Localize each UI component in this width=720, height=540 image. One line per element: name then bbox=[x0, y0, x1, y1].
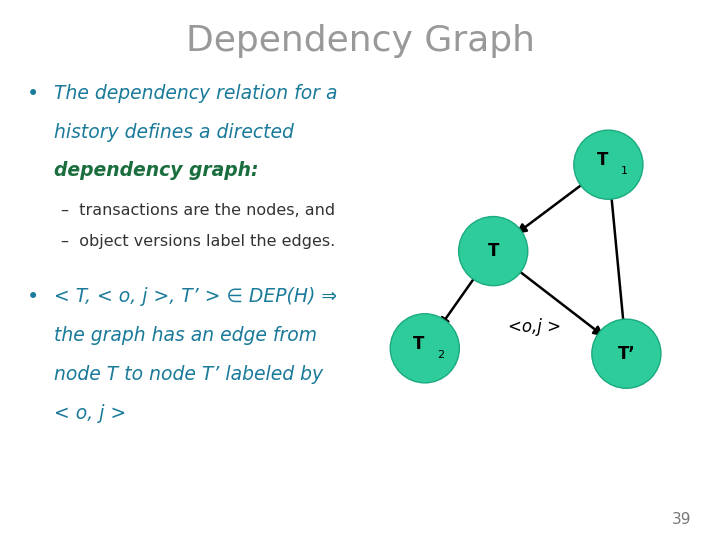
Ellipse shape bbox=[459, 217, 528, 286]
Text: 1: 1 bbox=[621, 166, 628, 176]
Text: < o, j >: < o, j > bbox=[54, 404, 126, 423]
Text: node T to node T’ labeled by: node T to node T’ labeled by bbox=[54, 365, 323, 384]
Text: •: • bbox=[27, 287, 40, 307]
Text: The dependency relation for a: The dependency relation for a bbox=[54, 84, 338, 103]
Text: the graph has an edge from: the graph has an edge from bbox=[54, 326, 317, 345]
Ellipse shape bbox=[574, 130, 643, 199]
Text: –  transactions are the nodes, and: – transactions are the nodes, and bbox=[61, 203, 336, 218]
Text: Dependency Graph: Dependency Graph bbox=[186, 24, 534, 58]
Text: history defines a directed: history defines a directed bbox=[54, 123, 294, 141]
Ellipse shape bbox=[390, 314, 459, 383]
Text: •: • bbox=[27, 84, 40, 104]
Text: < T, < o, j >, T’ > ∈ DEP(H) ⇒: < T, < o, j >, T’ > ∈ DEP(H) ⇒ bbox=[54, 287, 337, 306]
Text: T: T bbox=[597, 151, 608, 170]
Ellipse shape bbox=[592, 319, 661, 388]
Text: dependency graph:: dependency graph: bbox=[54, 161, 258, 180]
Text: T’: T’ bbox=[618, 345, 635, 363]
Text: –  object versions label the edges.: – object versions label the edges. bbox=[61, 234, 336, 249]
Text: 39: 39 bbox=[672, 511, 691, 526]
Text: 2: 2 bbox=[437, 350, 444, 360]
Text: <o,j >: <o,j > bbox=[508, 318, 561, 336]
Text: T: T bbox=[487, 242, 499, 260]
Text: T: T bbox=[413, 335, 425, 353]
